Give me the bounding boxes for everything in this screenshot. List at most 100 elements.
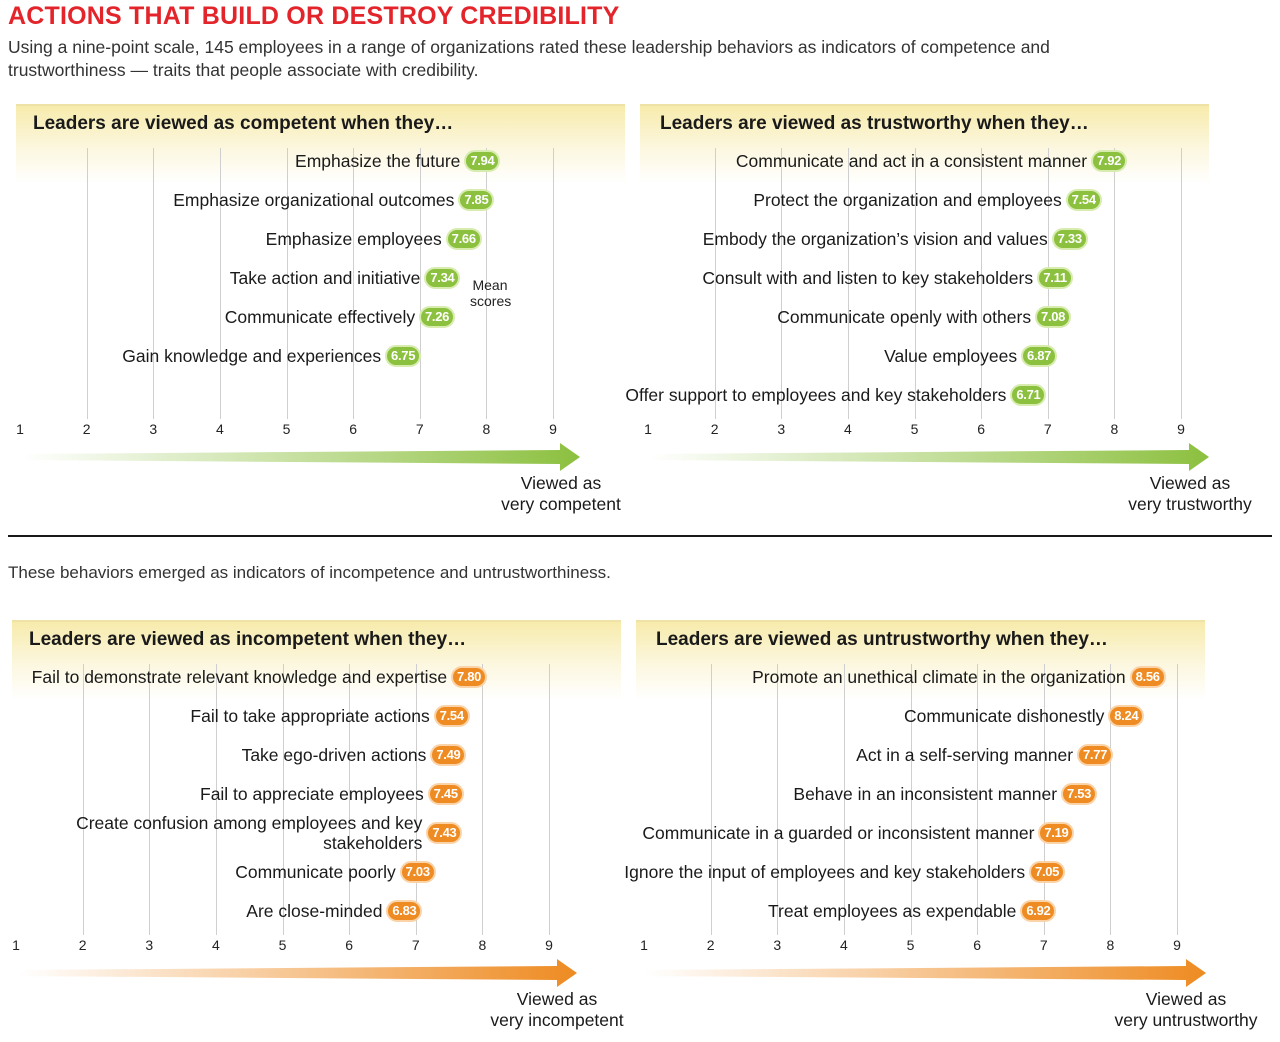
- tick-label: 8: [1106, 937, 1115, 953]
- gridline: [486, 148, 488, 419]
- score-badge: 6.92: [1020, 900, 1057, 922]
- behavior-label: Emphasize organizational outcomes: [173, 190, 455, 210]
- tick-label: 2: [706, 937, 715, 953]
- behavior-label: Communicate and act in a consistent mann…: [735, 151, 1088, 171]
- score-badge: 7.03: [399, 861, 436, 883]
- tick-label: 5: [910, 421, 919, 437]
- tick-label: 1: [16, 421, 24, 437]
- gridline: [981, 148, 983, 419]
- tick-label: 6: [977, 421, 986, 437]
- tick-label: 1: [12, 937, 20, 953]
- gridline: [86, 148, 88, 419]
- behavior-label: Offer support to employees and key stake…: [625, 385, 1007, 405]
- gridline: [553, 148, 554, 419]
- score-badge: 7.53: [1061, 783, 1098, 805]
- behavior-label: Communicate effectively: [224, 307, 416, 327]
- chart-title: Leaders are viewed as incompetent when t…: [29, 629, 467, 650]
- arrow-shape: [22, 443, 580, 471]
- mean-scores-note: Mean scores: [470, 277, 512, 309]
- score-badge: 7.43: [426, 822, 463, 844]
- tick-label: 6: [349, 421, 358, 437]
- gridline: [419, 148, 421, 419]
- gridline: [977, 664, 979, 935]
- chart-header-band: [12, 620, 621, 700]
- tick-label: 9: [1177, 421, 1185, 437]
- score-badge: 7.92: [1091, 150, 1128, 172]
- tick-label: 5: [906, 937, 915, 953]
- tick-label: 7: [1039, 937, 1048, 953]
- behavior-label: Emphasize employees: [265, 229, 442, 249]
- gridline: [1177, 664, 1178, 935]
- behavior-label: Treat employees as expendable: [768, 901, 1017, 921]
- gridline: [847, 148, 849, 419]
- behavior-label: Communicate openly with others: [777, 307, 1032, 327]
- score-badge: 7.94: [464, 150, 501, 172]
- behavior-label: Emphasize the future: [295, 151, 461, 171]
- gridline: [914, 148, 916, 419]
- score-badge: 6.71: [1010, 384, 1047, 406]
- behavior-label: Embody the organization’s vision and val…: [702, 229, 1048, 249]
- arrow-shape: [650, 443, 1209, 471]
- gridline: [910, 664, 912, 935]
- behavior-label: Create confusion among employees and key…: [76, 813, 423, 853]
- tick-label: 7: [415, 421, 424, 437]
- gridline: [777, 664, 779, 935]
- gridline: [710, 664, 712, 935]
- tick-label: 3: [777, 421, 786, 437]
- gridline: [1043, 664, 1045, 935]
- intro-text: Using a nine-point scale, 145 employees …: [8, 37, 1050, 80]
- score-badge: 7.49: [430, 744, 467, 766]
- scale-arrow: [645, 959, 1206, 987]
- behavior-label: Behave in an inconsistent manner: [793, 784, 1058, 804]
- chart-header-band: [16, 104, 625, 184]
- section-subheading: These behaviors emerged as indicators of…: [8, 563, 611, 582]
- behavior-label: Act in a self-serving manner: [856, 745, 1074, 765]
- gridline: [353, 148, 355, 419]
- arrow-shape: [645, 959, 1206, 987]
- score-badge: 7.05: [1029, 861, 1066, 883]
- behavior-label: Gain knowledge and experiences: [122, 346, 382, 366]
- behavior-label: Fail to appreciate employees: [200, 784, 424, 804]
- scale-arrow: [18, 959, 577, 987]
- behavior-label: Ignore the input of employees and key st…: [624, 862, 1026, 882]
- score-badge: 8.24: [1108, 705, 1145, 727]
- score-badge: 6.87: [1021, 345, 1058, 367]
- tick-label: 1: [644, 421, 652, 437]
- behavior-label: Communicate dishonestly: [903, 706, 1105, 726]
- score-badge: 7.54: [1065, 189, 1102, 211]
- tick-label: 8: [478, 937, 487, 953]
- score-badge: 7.33: [1051, 228, 1088, 250]
- score-badge: 7.45: [427, 783, 464, 805]
- chart-title: Leaders are viewed as untrustworthy when…: [656, 629, 1108, 650]
- chart-header-band: [636, 620, 1205, 700]
- score-badge: 7.66: [445, 228, 482, 250]
- axis-end-label: Viewed as very competent: [501, 473, 621, 514]
- tick-label: 3: [149, 421, 158, 437]
- tick-label: 7: [411, 937, 420, 953]
- tick-label: 4: [843, 421, 852, 437]
- score-badge: 7.80: [451, 666, 488, 688]
- gridline: [549, 664, 550, 935]
- tick-label: 4: [839, 937, 848, 953]
- tick-label: 5: [282, 421, 291, 437]
- tick-label: 8: [1110, 421, 1119, 437]
- gridline: [149, 664, 151, 935]
- gridline: [153, 148, 155, 419]
- behavior-label: Fail to take appropriate actions: [190, 706, 430, 726]
- tick-label: 2: [710, 421, 719, 437]
- score-badge: 6.75: [385, 345, 422, 367]
- gridline: [415, 664, 417, 935]
- score-badge: 7.19: [1038, 822, 1075, 844]
- gridline: [215, 664, 217, 935]
- behavior-label: Fail to demonstrate relevant knowledge a…: [31, 667, 448, 687]
- score-badge: 7.85: [458, 189, 495, 211]
- gridline: [349, 664, 351, 935]
- gridline: [219, 148, 221, 419]
- tick-label: 6: [973, 937, 982, 953]
- tick-label: 2: [82, 421, 91, 437]
- gridline: [286, 148, 288, 419]
- gridline: [1110, 664, 1112, 935]
- tick-label: 3: [145, 937, 154, 953]
- score-badge: 8.56: [1129, 666, 1166, 688]
- chart-title: Leaders are viewed as trustworthy when t…: [660, 113, 1089, 134]
